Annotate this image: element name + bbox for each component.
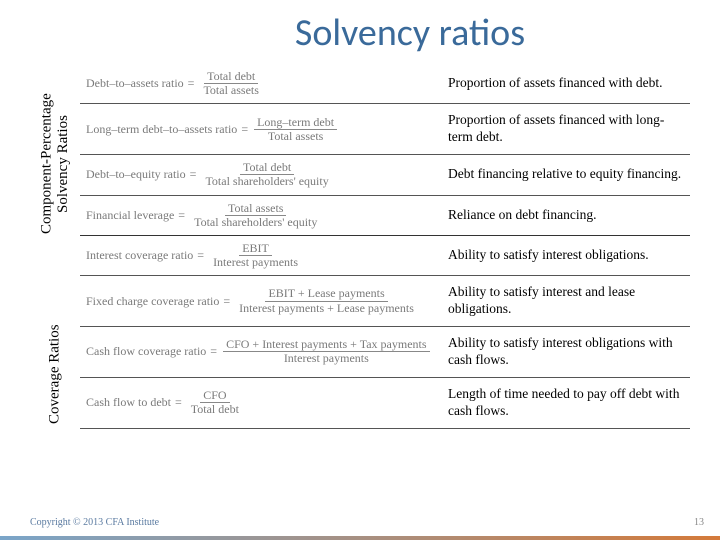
table-row: Financial leverage= Total assetsTotal sh… [80,196,690,236]
table-row: Cash flow coverage ratio= CFO + Interest… [80,327,690,378]
formula-cell: Interest coverage ratio= EBITInterest pa… [80,240,440,271]
desc-cell: Reliance on debt financing. [440,203,690,228]
bottom-accent-bar [0,536,720,540]
vertical-labels: Component-Percentage Solvency Ratios Cov… [30,64,80,484]
table-row: Debt–to–assets ratio= Total debtTotal as… [80,64,690,104]
table-row: Long–term debt–to–assets ratio= Long–ter… [80,104,690,155]
desc-cell: Ability to satisfy interest and lease ob… [440,280,690,322]
formula-cell: Long–term debt–to–assets ratio= Long–ter… [80,114,440,145]
formula-cell: Financial leverage= Total assetsTotal sh… [80,200,440,231]
copyright-footer: Copyright © 2013 CFA Institute [30,517,159,528]
formula-cell: Debt–to–equity ratio= Total debtTotal sh… [80,159,440,190]
table-row: Cash flow to debt= CFOTotal debt Length … [80,378,690,429]
desc-cell: Proportion of assets financed with debt. [440,71,690,96]
table-row: Debt–to–equity ratio= Total debtTotal sh… [80,155,690,195]
desc-cell: Length of time needed to pay off debt wi… [440,382,690,424]
formula-cell: Debt–to–assets ratio= Total debtTotal as… [80,68,440,99]
desc-cell: Proportion of assets financed with long-… [440,108,690,150]
formula-cell: Fixed charge coverage ratio= EBIT + Leas… [80,285,440,316]
desc-cell: Debt financing relative to equity financ… [440,162,690,187]
page-number: 13 [694,517,704,528]
table-row: Interest coverage ratio= EBITInterest pa… [80,236,690,276]
formula-cell: Cash flow to debt= CFOTotal debt [80,387,440,418]
content-area: Component-Percentage Solvency Ratios Cov… [30,64,690,484]
ratios-table: Debt–to–assets ratio= Total debtTotal as… [80,64,690,484]
formula-cell: Cash flow coverage ratio= CFO + Interest… [80,336,440,367]
slide: Solvency ratios Component-Percentage Sol… [0,0,720,540]
vlabel-coverage: Coverage Ratios [30,264,80,484]
desc-cell: Ability to satisfy interest obligations … [440,331,690,373]
page-title: Solvency ratios [130,10,690,56]
vlabel-component-percentage: Component-Percentage Solvency Ratios [30,64,80,264]
table-row: Fixed charge coverage ratio= EBIT + Leas… [80,276,690,327]
desc-cell: Ability to satisfy interest obligations. [440,243,690,268]
